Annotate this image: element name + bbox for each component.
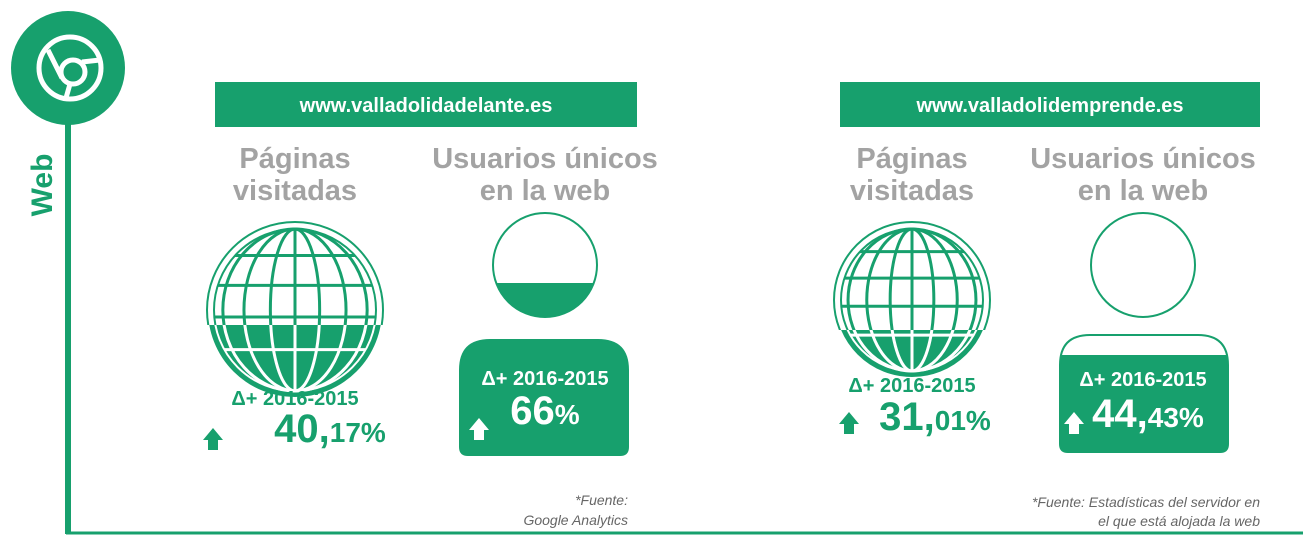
- url-banner: [215, 82, 637, 127]
- globe-top: [206, 221, 384, 325]
- metric-heading: en la web: [1078, 175, 1209, 207]
- person-icon: [459, 212, 629, 456]
- head: [1090, 212, 1196, 318]
- person-icon: [1059, 212, 1229, 453]
- source-note: *Fuente:: [575, 492, 628, 508]
- chrome-icon: [11, 11, 125, 125]
- up-arrow: [839, 412, 859, 434]
- url: www.valladolidemprende.es: [915, 95, 1183, 117]
- globe-outline: [206, 221, 384, 325]
- body: [1059, 334, 1229, 453]
- globe-outline: [838, 330, 986, 379]
- side-label: Web: [26, 154, 59, 217]
- globe-top: [833, 221, 991, 330]
- growth-small: 43%: [1148, 402, 1204, 433]
- head-fill: [496, 283, 594, 317]
- globe-bottom: [207, 325, 383, 399]
- growth-big: 44,: [1092, 392, 1148, 436]
- url: www.valladolidadelante.es: [299, 95, 553, 117]
- delta-label: Δ+ 2016-2015: [481, 368, 608, 390]
- growth-small: %: [555, 399, 580, 430]
- body-fill: [1060, 355, 1228, 452]
- growth-big: 31,: [879, 395, 935, 439]
- head: [492, 212, 598, 318]
- metric-heading: Usuarios únicos: [1030, 143, 1256, 175]
- metric-heading: visitadas: [233, 175, 357, 207]
- growth-big: 40,: [274, 407, 330, 451]
- url-banner: [840, 82, 1260, 127]
- body-fill: [460, 340, 628, 455]
- delta-label: Δ+ 2016-2015: [231, 388, 358, 410]
- globe-icon: [833, 221, 991, 379]
- globe-bottom: [838, 330, 986, 379]
- growth-big: 66: [510, 389, 555, 433]
- up-arrow: [203, 428, 223, 450]
- growth-small: 01%: [935, 405, 991, 436]
- source-note: Google Analytics: [523, 512, 628, 528]
- metric-heading: en la web: [480, 175, 611, 207]
- metric-heading: visitadas: [850, 175, 974, 207]
- globe-outline: [207, 325, 383, 399]
- globe-icon: [206, 221, 384, 399]
- metric-heading: Páginas: [239, 143, 350, 175]
- body: [459, 339, 629, 456]
- source-note: el que está alojada la web: [1098, 513, 1260, 529]
- metric-heading: Páginas: [856, 143, 967, 175]
- metric-heading: Usuarios únicos: [432, 143, 658, 175]
- growth-value: 31,01%: [879, 395, 991, 439]
- growth-value: 66%: [510, 389, 580, 433]
- up-arrow: [1064, 412, 1084, 434]
- globe-outline: [833, 221, 991, 330]
- delta-label: Δ+ 2016-2015: [1079, 369, 1206, 391]
- source-note: *Fuente: Estadísticas del servidor en: [1032, 494, 1260, 510]
- growth-value: 44,43%: [1092, 392, 1204, 436]
- growth-small: 17%: [330, 417, 386, 448]
- delta-label: Δ+ 2016-2015: [848, 375, 975, 397]
- growth-value: 40,17%: [274, 407, 386, 451]
- up-arrow: [469, 418, 489, 440]
